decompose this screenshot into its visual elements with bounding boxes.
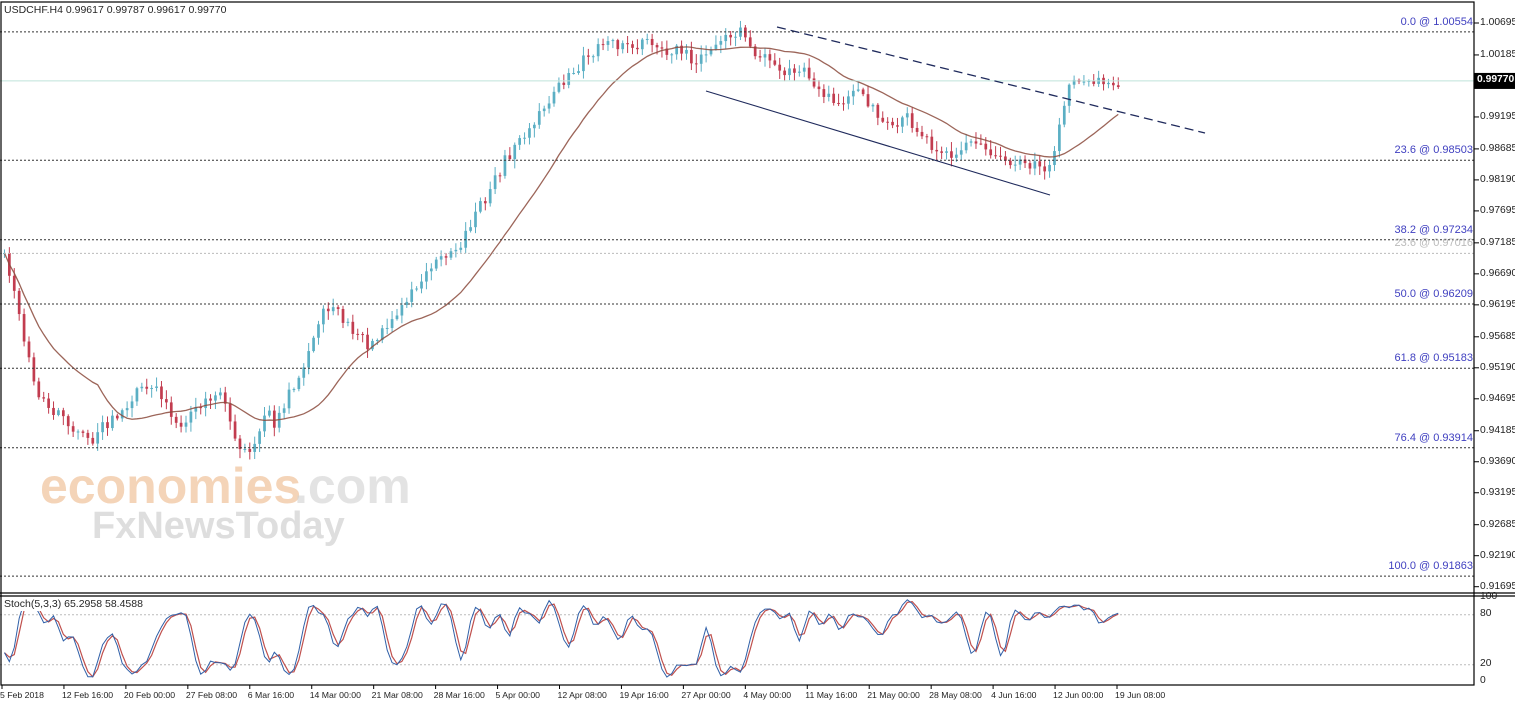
svg-text:Stoch(5,3,3) 65.2958 58.4588: Stoch(5,3,3) 65.2958 58.4588 [4, 598, 143, 610]
svg-text:FxNewsToday: FxNewsToday [92, 505, 345, 547]
svg-text:USDCHF.H4 0.99617 0.99787 0.: USDCHF.H4 0.99617 0.99787 0.99617 0.9977… [4, 4, 227, 16]
